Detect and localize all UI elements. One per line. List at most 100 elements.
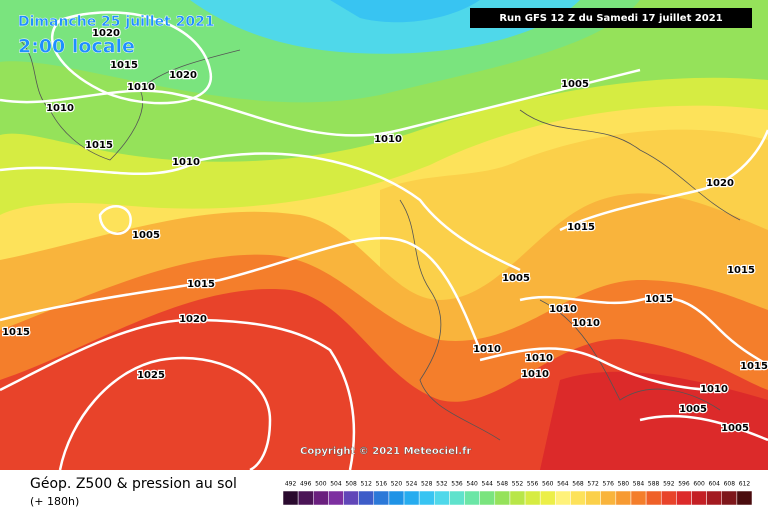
colorbar-swatch bbox=[297, 490, 314, 506]
isobar bbox=[559, 129, 768, 232]
colorbar-swatch bbox=[449, 490, 465, 506]
colorbar-swatch bbox=[479, 490, 496, 506]
colorbar-label: 504 bbox=[330, 481, 342, 488]
colorbar-swatch bbox=[494, 490, 511, 506]
date: Dimanche 25 juillet 2021 bbox=[18, 14, 215, 30]
colorbar-swatch bbox=[464, 490, 480, 506]
colorbar-label: 608 bbox=[724, 481, 736, 488]
isobar bbox=[0, 152, 521, 272]
isobar bbox=[639, 414, 768, 442]
colorbar-swatch bbox=[343, 490, 359, 506]
isobar-label: 1020 bbox=[92, 28, 120, 39]
colorbar-label: 528 bbox=[421, 481, 433, 488]
colorbar-label: 500 bbox=[315, 481, 327, 488]
colorbar-swatch bbox=[403, 490, 420, 506]
isobar-label: 1015 bbox=[85, 140, 113, 151]
isobar-label: 1020 bbox=[179, 314, 207, 325]
colorbar-swatch bbox=[358, 490, 375, 506]
isobar bbox=[98, 205, 132, 235]
isobar-label: 1015 bbox=[740, 361, 768, 372]
colorbar-label: 544 bbox=[482, 481, 494, 488]
colorbar-label: 512 bbox=[360, 481, 372, 488]
colorbar-swatch bbox=[660, 490, 677, 506]
isobar-label: 1010 bbox=[525, 353, 553, 364]
colorbar-swatch bbox=[313, 490, 329, 506]
isobar-label: 1025 bbox=[137, 370, 165, 381]
colorbar-swatch bbox=[282, 490, 299, 506]
run-box bbox=[470, 8, 752, 28]
colorbar-swatch bbox=[615, 490, 632, 506]
colorbar-label: 536 bbox=[451, 481, 463, 488]
colorbar-swatch bbox=[585, 490, 601, 506]
colorbar-swatch bbox=[524, 490, 541, 506]
isobar-label: 1010 bbox=[374, 134, 402, 145]
colorbar-swatch bbox=[555, 490, 571, 506]
isobar bbox=[0, 68, 641, 137]
colorbar-label: 584 bbox=[633, 481, 645, 488]
isobar-label: 1015 bbox=[567, 222, 595, 233]
isobar bbox=[519, 295, 768, 367]
isobar-label: 1015 bbox=[187, 279, 215, 290]
colorbar-swatch bbox=[388, 490, 405, 506]
isobar-label: 1010 bbox=[473, 344, 501, 355]
isobar-label: 1015 bbox=[110, 60, 138, 71]
isobar-label: 1015 bbox=[2, 327, 30, 338]
isobar-label: 1020 bbox=[706, 178, 734, 189]
colorbar-label: 596 bbox=[678, 481, 690, 488]
isobar-label: 1010 bbox=[700, 384, 728, 395]
colorbar-label: 564 bbox=[557, 481, 569, 488]
colorbar-label: 492 bbox=[285, 481, 297, 488]
colorbar-label: 516 bbox=[376, 481, 388, 488]
colorbar-label: 548 bbox=[497, 481, 509, 488]
colorbar-swatch bbox=[630, 490, 647, 506]
colorbar-swatch bbox=[570, 490, 586, 506]
colorbar-label: 580 bbox=[618, 481, 630, 488]
isobar-label: 1005 bbox=[132, 230, 160, 241]
coast-scandinavia bbox=[519, 109, 741, 221]
local-time: 2:00 locale bbox=[18, 36, 135, 58]
colorbar-label: 612 bbox=[739, 481, 751, 488]
isobar bbox=[0, 236, 482, 351]
isobar-label: 1005 bbox=[502, 273, 530, 284]
colorbar-label: 556 bbox=[527, 481, 539, 488]
coast-greenland bbox=[19, 39, 241, 161]
colorbar-swatch bbox=[434, 490, 450, 506]
colorbar-label: 604 bbox=[708, 481, 720, 488]
run-label: Run GFS 12 Z du Samedi 17 juillet 2021 bbox=[499, 13, 722, 24]
coastlines bbox=[19, 39, 741, 441]
colorbar-label: 576 bbox=[603, 481, 615, 488]
colorbar-swatch bbox=[328, 490, 344, 506]
isobar-label: 1010 bbox=[572, 318, 600, 329]
colorbar-swatch bbox=[373, 490, 390, 506]
colorbar: 492 496 500 504 508 512 516 520 524 528 532 536 540 5… bbox=[282, 481, 753, 506]
colorbar-swatch bbox=[706, 490, 722, 506]
isobar-label: 1005 bbox=[721, 423, 749, 434]
isobar bbox=[479, 347, 721, 392]
colorbar-label: 572 bbox=[587, 481, 599, 488]
isobar-label: 1015 bbox=[645, 294, 673, 305]
coast-mediterranean bbox=[539, 299, 721, 411]
isobar-labels: 1020 1015 1020 1010 1010 1015 1010 1010 1005 1005… bbox=[1, 27, 768, 436]
isobar-label: 1010 bbox=[46, 103, 74, 114]
colorbar-swatch bbox=[418, 490, 435, 506]
colorbar-label: 532 bbox=[436, 481, 448, 488]
field-blue bbox=[330, 0, 480, 23]
colorbar-swatch bbox=[736, 490, 753, 506]
colorbar-label: 540 bbox=[466, 481, 478, 488]
isobar-label: 1005 bbox=[679, 404, 707, 415]
isobar-label: 1010 bbox=[549, 304, 577, 315]
colorbar-label: 568 bbox=[572, 481, 584, 488]
isobar-label: 1020 bbox=[169, 70, 197, 81]
copyright: Copyright © 2021 Meteociel.fr bbox=[300, 446, 471, 457]
colorbar-label: 588 bbox=[648, 481, 660, 488]
isobars bbox=[0, 11, 768, 472]
isobar bbox=[58, 356, 272, 472]
colorbar-swatch bbox=[539, 490, 556, 506]
colorbar-label: 552 bbox=[512, 481, 524, 488]
isobar-label: 1005 bbox=[561, 79, 589, 90]
colorbar-swatch bbox=[509, 490, 526, 506]
footer-title: Géop. Z500 & pression au sol bbox=[30, 476, 237, 492]
isobar-label: 1010 bbox=[172, 157, 200, 168]
